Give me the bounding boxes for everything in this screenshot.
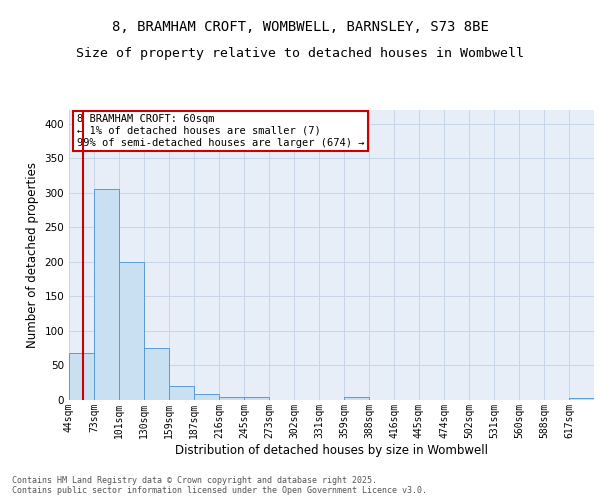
Text: Size of property relative to detached houses in Wombwell: Size of property relative to detached ho…: [76, 48, 524, 60]
Bar: [219, 396, 244, 400]
Bar: [69, 353, 94, 400]
Bar: [94, 190, 119, 400]
Text: 8 BRAMHAM CROFT: 60sqm
← 1% of detached houses are smaller (7)
99% of semi-detac: 8 BRAMHAM CROFT: 60sqm ← 1% of detached …: [77, 114, 364, 148]
Text: 8, BRAMHAM CROFT, WOMBWELL, BARNSLEY, S73 8BE: 8, BRAMHAM CROFT, WOMBWELL, BARNSLEY, S7…: [112, 20, 488, 34]
Bar: [169, 386, 194, 400]
X-axis label: Distribution of detached houses by size in Wombwell: Distribution of detached houses by size …: [175, 444, 488, 456]
Bar: [244, 397, 269, 400]
Y-axis label: Number of detached properties: Number of detached properties: [26, 162, 39, 348]
Text: Contains HM Land Registry data © Crown copyright and database right 2025.
Contai: Contains HM Land Registry data © Crown c…: [12, 476, 427, 495]
Bar: [144, 348, 169, 400]
Bar: [569, 398, 594, 400]
Bar: [119, 262, 144, 400]
Bar: [194, 394, 219, 400]
Bar: [344, 397, 369, 400]
